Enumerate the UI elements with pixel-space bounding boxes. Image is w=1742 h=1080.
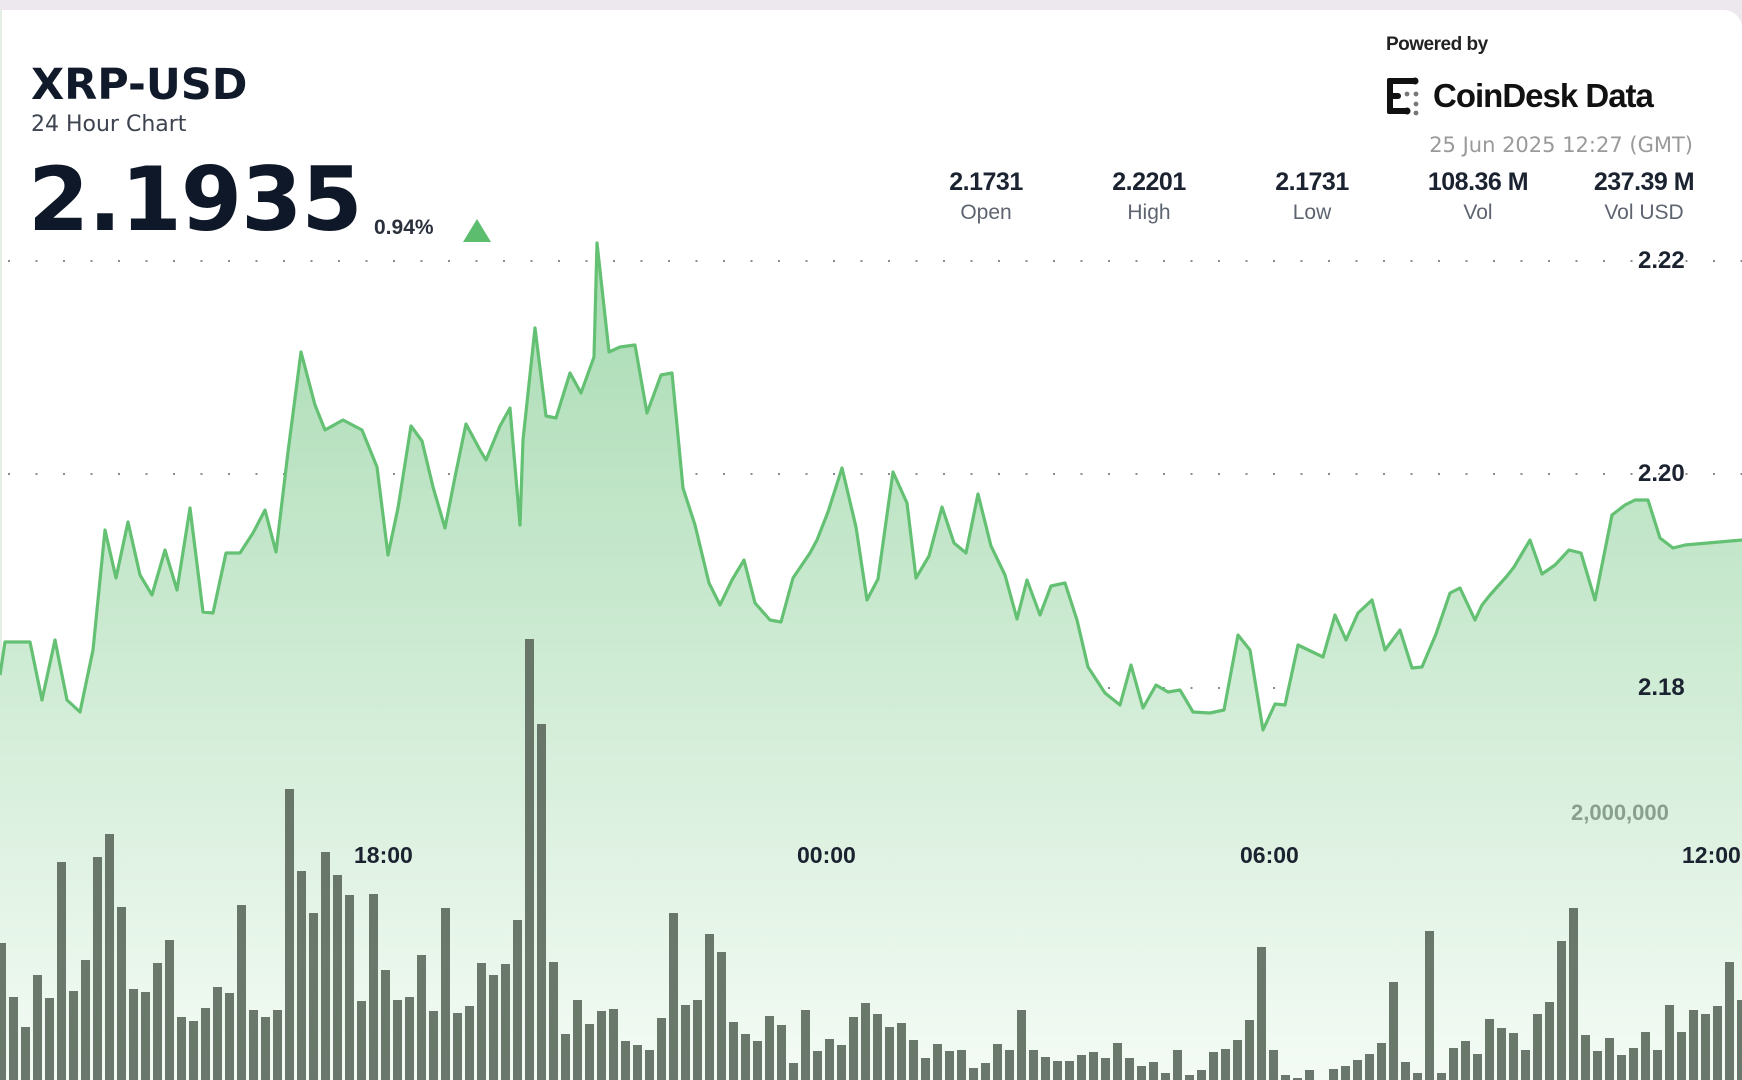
symbol-title: XRP-USD [31,60,248,110]
x-axis-label: 12:00 [1682,842,1741,868]
stat-vol: 108.36 M Vol [1403,168,1553,225]
stat-vol-label: Vol [1463,201,1493,224]
chart-card: XRP-USD 24 Hour Chart 2.1935 0.94% Power… [0,10,1742,1080]
coindesk-data-logo[interactable]: CoinDesk Data [1385,74,1654,118]
price-volume-chart[interactable] [0,10,1742,1080]
volume-bars [0,639,1742,1080]
stat-high-label: High [1127,201,1171,224]
timestamp: 25 Jun 2025 12:27 (GMT) [1429,133,1693,157]
chart-subtitle: 24 Hour Chart [31,112,187,137]
y-axis-label: 2.20 [1638,460,1685,487]
y-axis-label: 2.22 [1638,247,1685,274]
price-line [0,241,1742,732]
stat-open: 2.1731 Open [911,168,1061,225]
coindesk-logo-icon [1387,77,1419,116]
stat-low-label: Low [1292,201,1332,224]
stat-vol-usd-value: 237.39 M [1593,168,1695,196]
powered-by-label: Powered by [1386,34,1488,55]
stat-low-value: 2.1731 [1275,168,1349,196]
stat-low: 2.1731 Low [1237,168,1387,225]
stat-vol-usd: 237.39 M Vol USD [1569,168,1719,225]
x-axis-label: 06:00 [1240,842,1299,868]
stat-open-value: 2.1731 [949,168,1023,196]
current-price: 2.1935 [28,148,363,251]
y-axis-label: 2.18 [1638,674,1685,701]
x-axis-label: 18:00 [354,842,413,868]
x-axis-label: 00:00 [797,842,856,868]
stats-row: 2.1731 Open 2.2201 High 2.1731 Low 108.3… [0,168,1742,248]
stat-high: 2.2201 High [1074,168,1224,225]
triangle-up-icon [463,219,491,242]
price-change-percent: 0.94% [374,216,434,239]
price-area [0,243,1742,1080]
stat-open-label: Open [960,201,1012,224]
stat-vol-usd-label: Vol USD [1604,201,1684,224]
stat-vol-value: 108.36 M [1427,168,1529,196]
brand-name: CoinDesk Data [1433,77,1654,114]
volume-axis-label: 2,000,000 [1571,800,1669,825]
stat-high-value: 2.2201 [1112,168,1186,196]
